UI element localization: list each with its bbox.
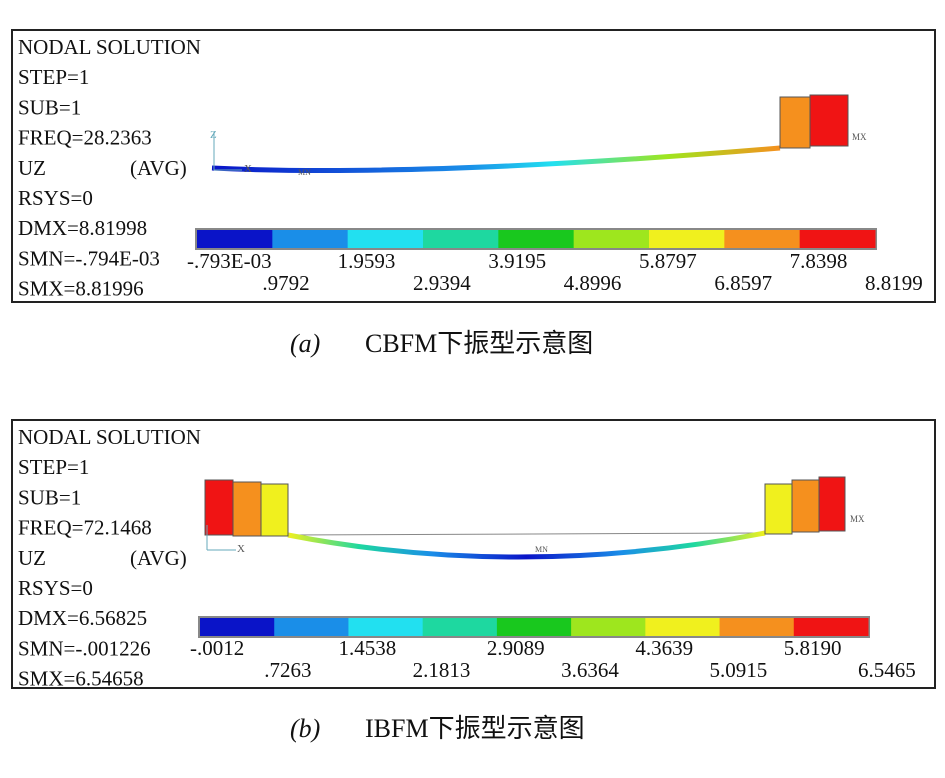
legend-label: -.793E-03 xyxy=(187,249,272,273)
max-label: MX xyxy=(850,514,865,524)
info-line: NODAL SOLUTION xyxy=(18,425,201,449)
legend-swatch xyxy=(573,230,650,248)
info-line: FREQ=72.1468 xyxy=(18,516,152,540)
legend-swatch xyxy=(719,618,795,636)
legend-swatch xyxy=(498,230,575,248)
legend-label: 2.9394 xyxy=(413,271,471,295)
legend-label: 5.8797 xyxy=(639,249,697,273)
legend-swatch xyxy=(571,618,646,636)
block xyxy=(779,96,811,149)
legend-label: 4.3639 xyxy=(635,636,693,660)
info-line: SMN=-.794E-03 xyxy=(18,246,160,270)
panel-frame xyxy=(11,419,936,689)
info-line: UZ xyxy=(18,156,46,180)
legend-swatch xyxy=(793,618,869,636)
legend-label: 5.0915 xyxy=(710,658,768,682)
legend-swatch xyxy=(645,618,721,636)
legend-label: 1.9593 xyxy=(338,249,396,273)
info-line: SUB=1 xyxy=(18,485,81,509)
legend-swatch xyxy=(347,230,424,248)
legend-label: 7.8398 xyxy=(790,249,848,273)
legend-swatch xyxy=(197,230,273,248)
caption-label: (b) xyxy=(290,714,320,743)
min-label: MN xyxy=(535,545,548,554)
block xyxy=(764,483,793,535)
info-line: FREQ=28.2363 xyxy=(18,126,152,150)
panel-frame xyxy=(11,29,936,303)
info-avg: (AVG) xyxy=(130,156,187,180)
legend-swatch xyxy=(649,230,725,248)
legend-label: .7263 xyxy=(264,658,311,682)
legend-label: 4.8996 xyxy=(564,271,622,295)
block xyxy=(232,481,262,537)
legend-swatch xyxy=(422,618,498,636)
legend-swatch xyxy=(724,230,801,248)
block xyxy=(260,483,289,537)
info-line: DMX=6.56825 xyxy=(18,606,147,630)
legend-label: 3.9195 xyxy=(488,249,546,273)
legend-label: 2.1813 xyxy=(413,658,471,682)
undeformed xyxy=(287,532,766,536)
block xyxy=(791,479,820,533)
axis-label: X xyxy=(237,543,245,555)
legend-swatch xyxy=(274,618,349,636)
info-line: STEP=1 xyxy=(18,455,89,479)
info-line: STEP=1 xyxy=(18,65,89,89)
legend-label: 1.4538 xyxy=(338,636,396,660)
info-avg: (AVG) xyxy=(130,546,187,570)
legend-label: 6.8597 xyxy=(714,271,772,295)
info-line: SMN=-.001226 xyxy=(18,636,151,660)
caption-text: CBFM下振型示意图 xyxy=(365,329,593,358)
legend-swatch xyxy=(348,618,424,636)
legend-label: 5.8190 xyxy=(784,636,842,660)
max-label: MX xyxy=(852,132,867,142)
legend-swatch xyxy=(423,230,499,248)
info-line: DMX=8.81998 xyxy=(18,216,147,240)
beam xyxy=(211,145,781,173)
axis-label: X xyxy=(244,163,252,175)
caption-label: (a) xyxy=(290,329,320,358)
block xyxy=(809,94,849,147)
block xyxy=(204,479,234,536)
legend-swatch xyxy=(200,618,275,636)
axis-label: Z xyxy=(210,129,217,141)
legend-label: 8.8199 xyxy=(865,271,923,295)
info-line: RSYS=0 xyxy=(18,186,93,210)
info-line: RSYS=0 xyxy=(18,576,93,600)
legend-label: -.0012 xyxy=(190,636,244,660)
block xyxy=(818,476,846,532)
caption-text: IBFM下振型示意图 xyxy=(365,714,585,743)
beam xyxy=(287,530,766,560)
legend-label: 2.9089 xyxy=(487,636,545,660)
legend-swatch xyxy=(496,618,572,636)
legend-label: 3.6364 xyxy=(561,658,619,682)
info-line: UZ xyxy=(18,546,46,570)
legend-label: .9792 xyxy=(262,271,309,295)
legend-label: 6.5465 xyxy=(858,658,916,682)
info-line: SMX=8.81996 xyxy=(18,277,144,301)
info-line: NODAL SOLUTION xyxy=(18,35,201,59)
legend-swatch xyxy=(272,230,349,248)
min-label: MN xyxy=(298,168,311,177)
legend-swatch xyxy=(799,230,876,248)
info-line: SUB=1 xyxy=(18,95,81,119)
info-line: SMX=6.54658 xyxy=(18,667,144,691)
